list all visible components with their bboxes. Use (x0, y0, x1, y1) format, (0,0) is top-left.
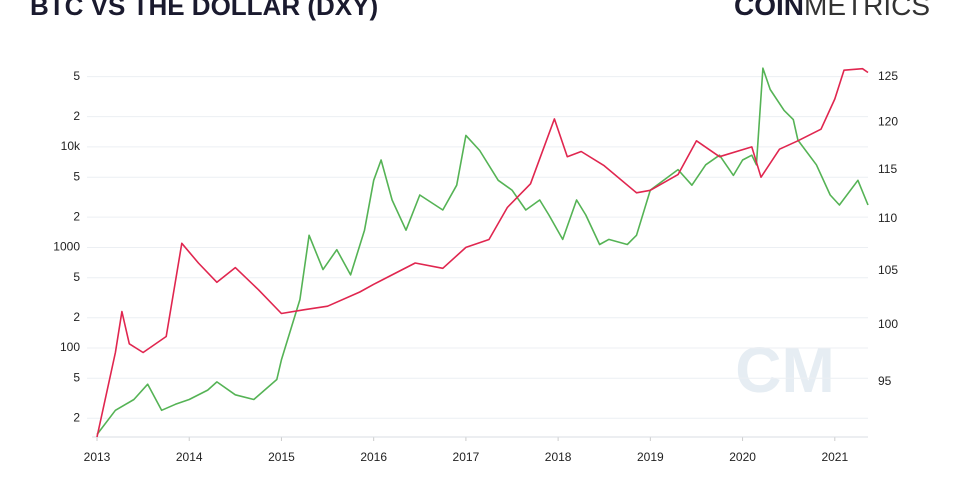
y2-tick-label: 125 (878, 69, 898, 83)
logo-bold: COIN (734, 0, 804, 21)
x-tick-label: 2013 (84, 450, 111, 464)
y-tick-label: 2 (73, 109, 80, 123)
y-tick-label: 2 (73, 310, 80, 324)
y2-tick-label: 110 (878, 211, 897, 225)
chart-title: BTC VS THE DOLLAR (DXY) (30, 0, 378, 21)
x-tick-label: 2020 (729, 450, 756, 464)
y2-tick-label: 95 (878, 374, 892, 388)
series-line (96, 67, 869, 438)
x-tick-label: 2018 (545, 450, 572, 464)
y-tick-label: 100 (60, 340, 80, 354)
y-tick-label: 1000 (53, 240, 80, 254)
x-tick-label: 2017 (453, 450, 480, 464)
y2-tick-label: 105 (878, 263, 898, 277)
y2-tick-label: 115 (878, 162, 897, 176)
y-tick-label: 5 (73, 169, 80, 183)
logo-light: METRICS (804, 0, 930, 21)
x-tick-label: 2015 (268, 450, 295, 464)
y-tick-label: 5 (73, 270, 80, 284)
x-tick-label: 2019 (637, 450, 664, 464)
logo: COINMETRICS (734, 0, 930, 21)
x-tick-label: 2014 (176, 450, 203, 464)
y-tick-label: 2 (73, 209, 80, 223)
y-tick-label: 2 (73, 410, 80, 424)
y-tick-label: 10k (61, 139, 81, 153)
watermark: CM (735, 334, 835, 406)
y-tick-label: 5 (73, 69, 80, 83)
y2-tick-label: 100 (878, 317, 898, 331)
series-line (96, 67, 869, 435)
x-tick-label: 2016 (360, 450, 387, 464)
y2-tick-label: 120 (878, 115, 898, 129)
x-tick-label: 2021 (821, 450, 848, 464)
y-tick-label: 5 (73, 370, 80, 384)
